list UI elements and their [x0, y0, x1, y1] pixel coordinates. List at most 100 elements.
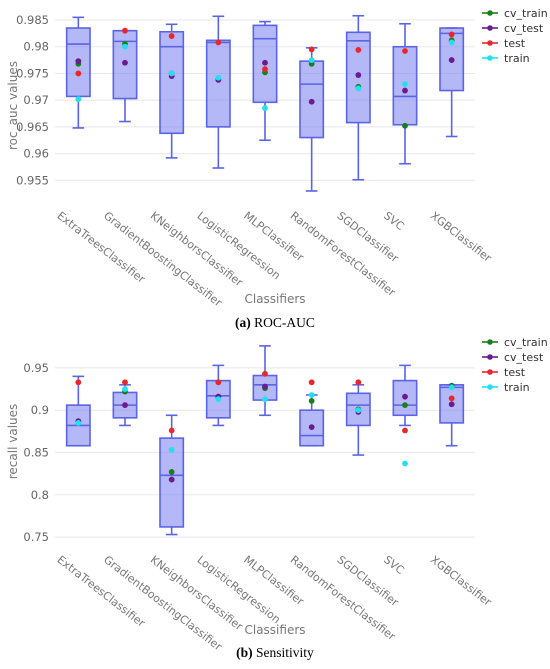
point-train [75, 96, 82, 102]
box-KNeighborsClassifier [159, 414, 185, 536]
box-ExtraTreesClassifier [65, 375, 91, 447]
caption-text: ROC-AUC [251, 315, 315, 330]
point-test [355, 379, 362, 386]
box-XGBClassifier [439, 384, 465, 447]
point-test [262, 370, 268, 377]
x-tick-label: SVC [381, 209, 407, 233]
point-train [402, 460, 408, 467]
y-tick-label: 0.95 [23, 361, 49, 375]
point-cv_test [122, 402, 128, 409]
caption-label: (b) [236, 645, 253, 660]
y-tick-label: 0.965 [16, 120, 49, 134]
point-test [122, 27, 128, 34]
legend-item-train: train [482, 52, 530, 65]
point-test [308, 46, 315, 53]
point-train [168, 70, 175, 77]
legend-marker [487, 10, 493, 16]
point-train [448, 39, 455, 46]
point-test [215, 39, 222, 46]
box-SVC [392, 22, 418, 165]
point-test [448, 395, 455, 402]
chart-2: 0.75 0.8 0.85 0.9 0.95 recall values ExtraTree… [6, 336, 548, 660]
legend-item-cv_train: cv_train [482, 336, 548, 349]
y-tick-label: 0.97 [23, 93, 49, 107]
legend-label: cv_test [504, 351, 544, 364]
point-cv_test [355, 72, 362, 78]
box-iqr [205, 39, 231, 128]
point-cv_test [448, 57, 455, 63]
point-cv_test [75, 58, 82, 65]
legend-item-test: test [482, 366, 526, 379]
point-test [75, 70, 82, 77]
chart-1: 0.955 0.96 0.965 0.97 0.975 0.98 0.985 roc_auc … [6, 7, 548, 330]
legend-marker [487, 384, 493, 390]
y-tick-label: 0.985 [16, 13, 49, 27]
legend-marker [487, 40, 493, 46]
point-cv_test [402, 87, 408, 94]
point-cv_train [168, 469, 175, 475]
legend-marker [487, 339, 493, 345]
legend-item-train: train [482, 381, 530, 394]
y-tick-label: 0.8 [31, 488, 49, 502]
point-test [402, 427, 408, 434]
point-cv_test [308, 424, 315, 431]
figure-caption: (a) ROC-AUC [235, 315, 315, 330]
point-train [262, 105, 268, 112]
point-train [122, 386, 128, 392]
y-tick-label: 0.9 [31, 403, 49, 417]
x-tick-label: ExtraTreesClassifier [54, 209, 147, 286]
x-tick-label: LogisticRegression [194, 553, 282, 626]
point-test [308, 379, 315, 386]
point-test [75, 379, 82, 386]
point-cv_train [402, 122, 408, 129]
y-axis-label: recall values [6, 404, 20, 480]
box-iqr [159, 437, 185, 528]
caption-text: Sensitivity [253, 645, 314, 660]
point-train [75, 419, 82, 426]
legend-item-test: test [482, 37, 526, 50]
point-test [122, 379, 128, 386]
legend-item-cv_train: cv_train [482, 7, 548, 20]
legend-item-cv_test: cv_test [482, 351, 544, 364]
y-tick-label: 0.955 [16, 173, 49, 187]
point-cv_test [448, 401, 455, 408]
point-train [168, 447, 175, 453]
x-axis-label: Classifiers [244, 623, 305, 637]
legend-label: test [504, 37, 526, 50]
x-tick-label: ExtraTreesClassifier [54, 553, 147, 630]
y-tick-label: 0.975 [16, 66, 49, 80]
legend-label: train [504, 381, 530, 394]
box-SGDClassifier [345, 14, 371, 181]
point-test [262, 66, 268, 73]
point-cv_train [308, 398, 315, 404]
legend-label: train [504, 52, 530, 65]
point-train [355, 407, 362, 414]
point-cv_test [168, 476, 175, 483]
point-cv_test [402, 393, 408, 400]
legend-marker [487, 354, 493, 360]
legend-label: cv_train [504, 7, 548, 20]
y-axis-label: roc_auc values [6, 61, 20, 150]
x-tick-label: SVC [381, 553, 407, 577]
box-LogisticRegression [205, 15, 231, 169]
y-tick-label: 0.96 [23, 147, 49, 161]
legend-marker [487, 55, 493, 61]
point-cv_test [262, 383, 268, 390]
point-test [168, 427, 175, 434]
x-tick-label: XGBClassifier [428, 553, 494, 609]
point-cv_train [402, 402, 408, 409]
point-test [448, 31, 455, 38]
x-tick-label: XGBClassifier [428, 209, 494, 265]
point-train [262, 396, 268, 403]
point-train [308, 57, 315, 63]
point-train [448, 384, 455, 391]
point-test [355, 47, 362, 53]
point-cv_test [308, 98, 315, 105]
point-train [215, 74, 222, 81]
y-tick-label: 0.75 [23, 530, 49, 544]
point-train [215, 396, 222, 403]
point-train [402, 81, 408, 88]
